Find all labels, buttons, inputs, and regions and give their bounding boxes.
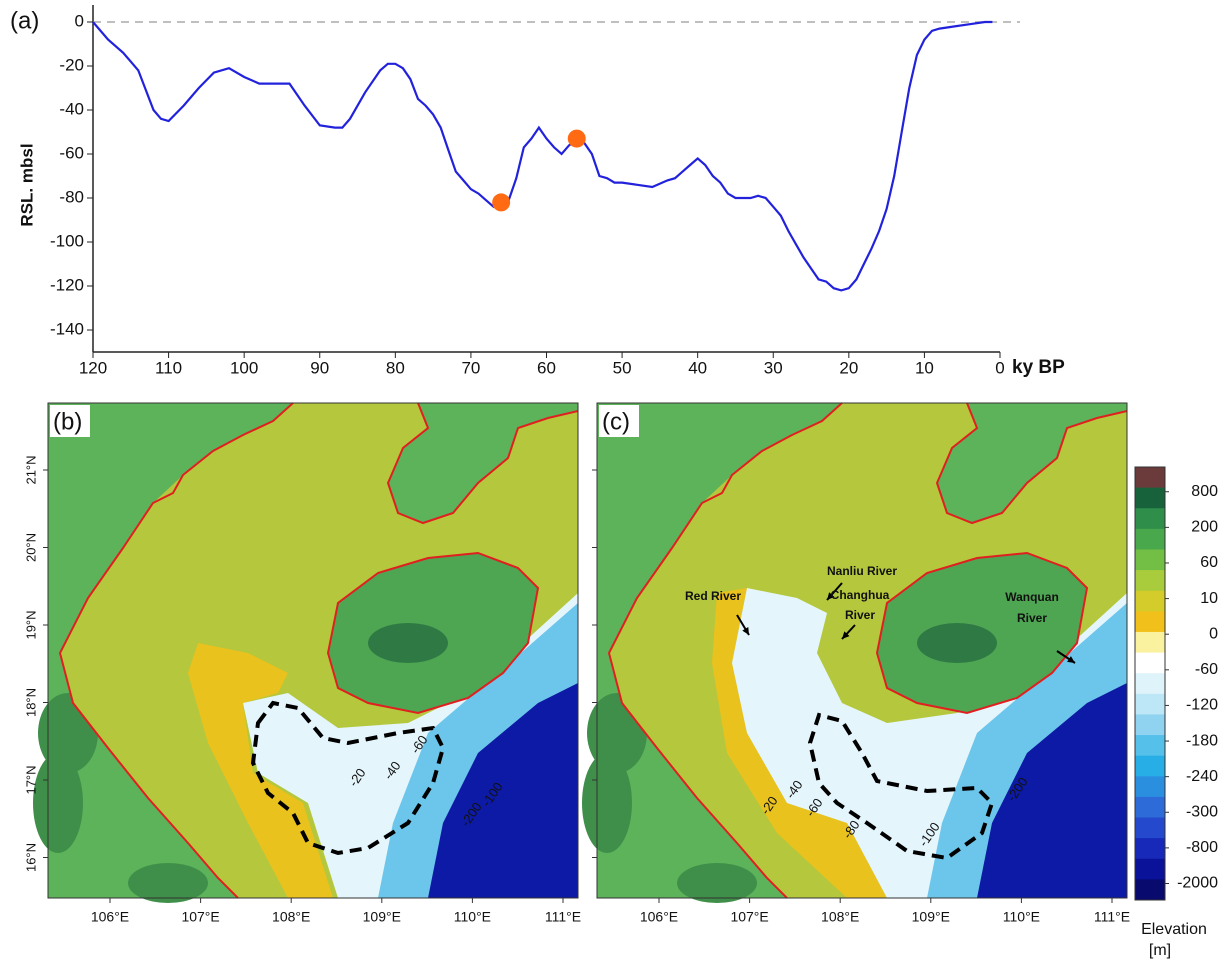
- lon-label: 111°E: [1094, 909, 1130, 925]
- y-tick-label: -40: [59, 99, 84, 118]
- river-label: River: [1017, 611, 1047, 625]
- highland: [582, 753, 632, 853]
- x-tick-label: 90: [310, 358, 329, 377]
- panel-label: (c): [602, 408, 630, 435]
- colorbar-label: -2000: [1177, 875, 1218, 892]
- lat-label: 19°N: [23, 610, 38, 639]
- x-axis-label: ky BP: [1012, 357, 1065, 378]
- river-label: Changhua: [831, 588, 890, 602]
- lon-label: 109°E: [363, 909, 401, 925]
- colorbar-swatch: [1135, 818, 1165, 839]
- rsl-line: [93, 22, 992, 290]
- river-label: River: [845, 608, 875, 622]
- river-label: Nanliu River: [827, 564, 897, 578]
- y-tick-label: -80: [59, 187, 84, 206]
- x-tick-label: 40: [688, 358, 707, 377]
- lon-label: 106°E: [640, 909, 678, 925]
- marker: [492, 193, 510, 211]
- lat-label: 17°N: [23, 765, 38, 794]
- marker: [568, 130, 586, 148]
- colorbar-label: -300: [1186, 803, 1218, 820]
- colorbar-swatch: [1135, 694, 1165, 715]
- x-tick-label: 110: [155, 358, 182, 377]
- colorbar-title: Elevation: [1141, 921, 1207, 938]
- colorbar-swatch: [1135, 591, 1165, 612]
- colorbar-swatch: [1135, 467, 1165, 488]
- lon-label: 107°E: [730, 909, 768, 925]
- y-tick-label: -140: [50, 319, 84, 338]
- colorbar-swatch: [1135, 549, 1165, 570]
- x-tick-label: 50: [613, 358, 632, 377]
- river-label: Wanquan: [1005, 590, 1059, 604]
- colorbar-swatch: [1135, 735, 1165, 756]
- lon-label: 111°E: [545, 909, 581, 925]
- colorbar-label: 0: [1209, 625, 1218, 642]
- x-tick-label: 80: [386, 358, 405, 377]
- panel-label: (a): [10, 7, 39, 34]
- lat-label: 18°N: [23, 688, 38, 717]
- x-tick-label: 60: [537, 358, 556, 377]
- colorbar-label: 800: [1191, 483, 1218, 500]
- x-tick-label: 10: [915, 358, 934, 377]
- x-tick-label: 30: [764, 358, 783, 377]
- map-panel: (b)-20-40-60-100-200: [33, 403, 578, 903]
- x-tick-label: 0: [995, 358, 1004, 377]
- colorbar-swatch: [1135, 838, 1165, 859]
- colorbar-label: 10: [1200, 590, 1218, 607]
- colorbar-label: 60: [1200, 554, 1218, 571]
- hainan-high: [368, 623, 448, 663]
- colorbar-label: -800: [1186, 839, 1218, 856]
- colorbar-label: -180: [1186, 732, 1218, 749]
- lon-label: 109°E: [912, 909, 950, 925]
- colorbar-swatch: [1135, 673, 1165, 694]
- panel-label: (b): [53, 408, 82, 435]
- colorbar-swatch: [1135, 756, 1165, 777]
- colorbar-swatch: [1135, 529, 1165, 550]
- colorbar-swatch: [1135, 879, 1165, 900]
- colorbar-label: -60: [1195, 661, 1218, 678]
- figure: (a) RSL. mbsl ky BP 0 -20 -40 -60 -80 -100 -12…: [0, 0, 1224, 967]
- lon-label: 110°E: [1003, 909, 1040, 925]
- colorbar-swatch: [1135, 508, 1165, 529]
- highland: [33, 753, 83, 853]
- colorbar-swatch: [1135, 776, 1165, 797]
- y-tick-label: -120: [50, 275, 84, 294]
- y-tick-label: -100: [50, 231, 84, 250]
- y-tick-label: -20: [59, 55, 84, 74]
- y-tick-label: -60: [59, 143, 84, 162]
- colorbar-swatch: [1135, 632, 1165, 653]
- x-tick-label: 20: [839, 358, 858, 377]
- colorbar-label: -240: [1186, 768, 1218, 785]
- y-tick-label: 0: [75, 11, 84, 30]
- highland: [128, 863, 208, 903]
- lon-label: 108°E: [272, 909, 310, 925]
- colorbar-swatch: [1135, 570, 1165, 591]
- lat-label: 16°N: [23, 843, 38, 872]
- hainan-high: [917, 623, 997, 663]
- highland: [677, 863, 757, 903]
- lon-label: 107°E: [181, 909, 219, 925]
- colorbar-label: 200: [1191, 519, 1218, 536]
- lat-label: 21°N: [23, 455, 38, 484]
- x-tick-label: 120: [79, 358, 107, 377]
- lon-label: 110°E: [454, 909, 491, 925]
- colorbar-swatch: [1135, 611, 1165, 632]
- lat-label: 20°N: [23, 533, 38, 562]
- y-axis-label: RSL. mbsl: [17, 143, 36, 226]
- lon-label: 108°E: [821, 909, 859, 925]
- colorbar-swatch: [1135, 714, 1165, 735]
- colorbar-swatch: [1135, 859, 1165, 880]
- colorbar-unit: [m]: [1149, 942, 1171, 959]
- lon-label: 106°E: [91, 909, 129, 925]
- x-tick-label: 100: [230, 358, 258, 377]
- colorbar-swatch: [1135, 653, 1165, 674]
- colorbar-swatch: [1135, 488, 1165, 509]
- x-tick-label: 70: [461, 358, 480, 377]
- river-label: Red River: [685, 589, 741, 603]
- colorbar-swatch: [1135, 797, 1165, 818]
- colorbar-label: -120: [1186, 697, 1218, 714]
